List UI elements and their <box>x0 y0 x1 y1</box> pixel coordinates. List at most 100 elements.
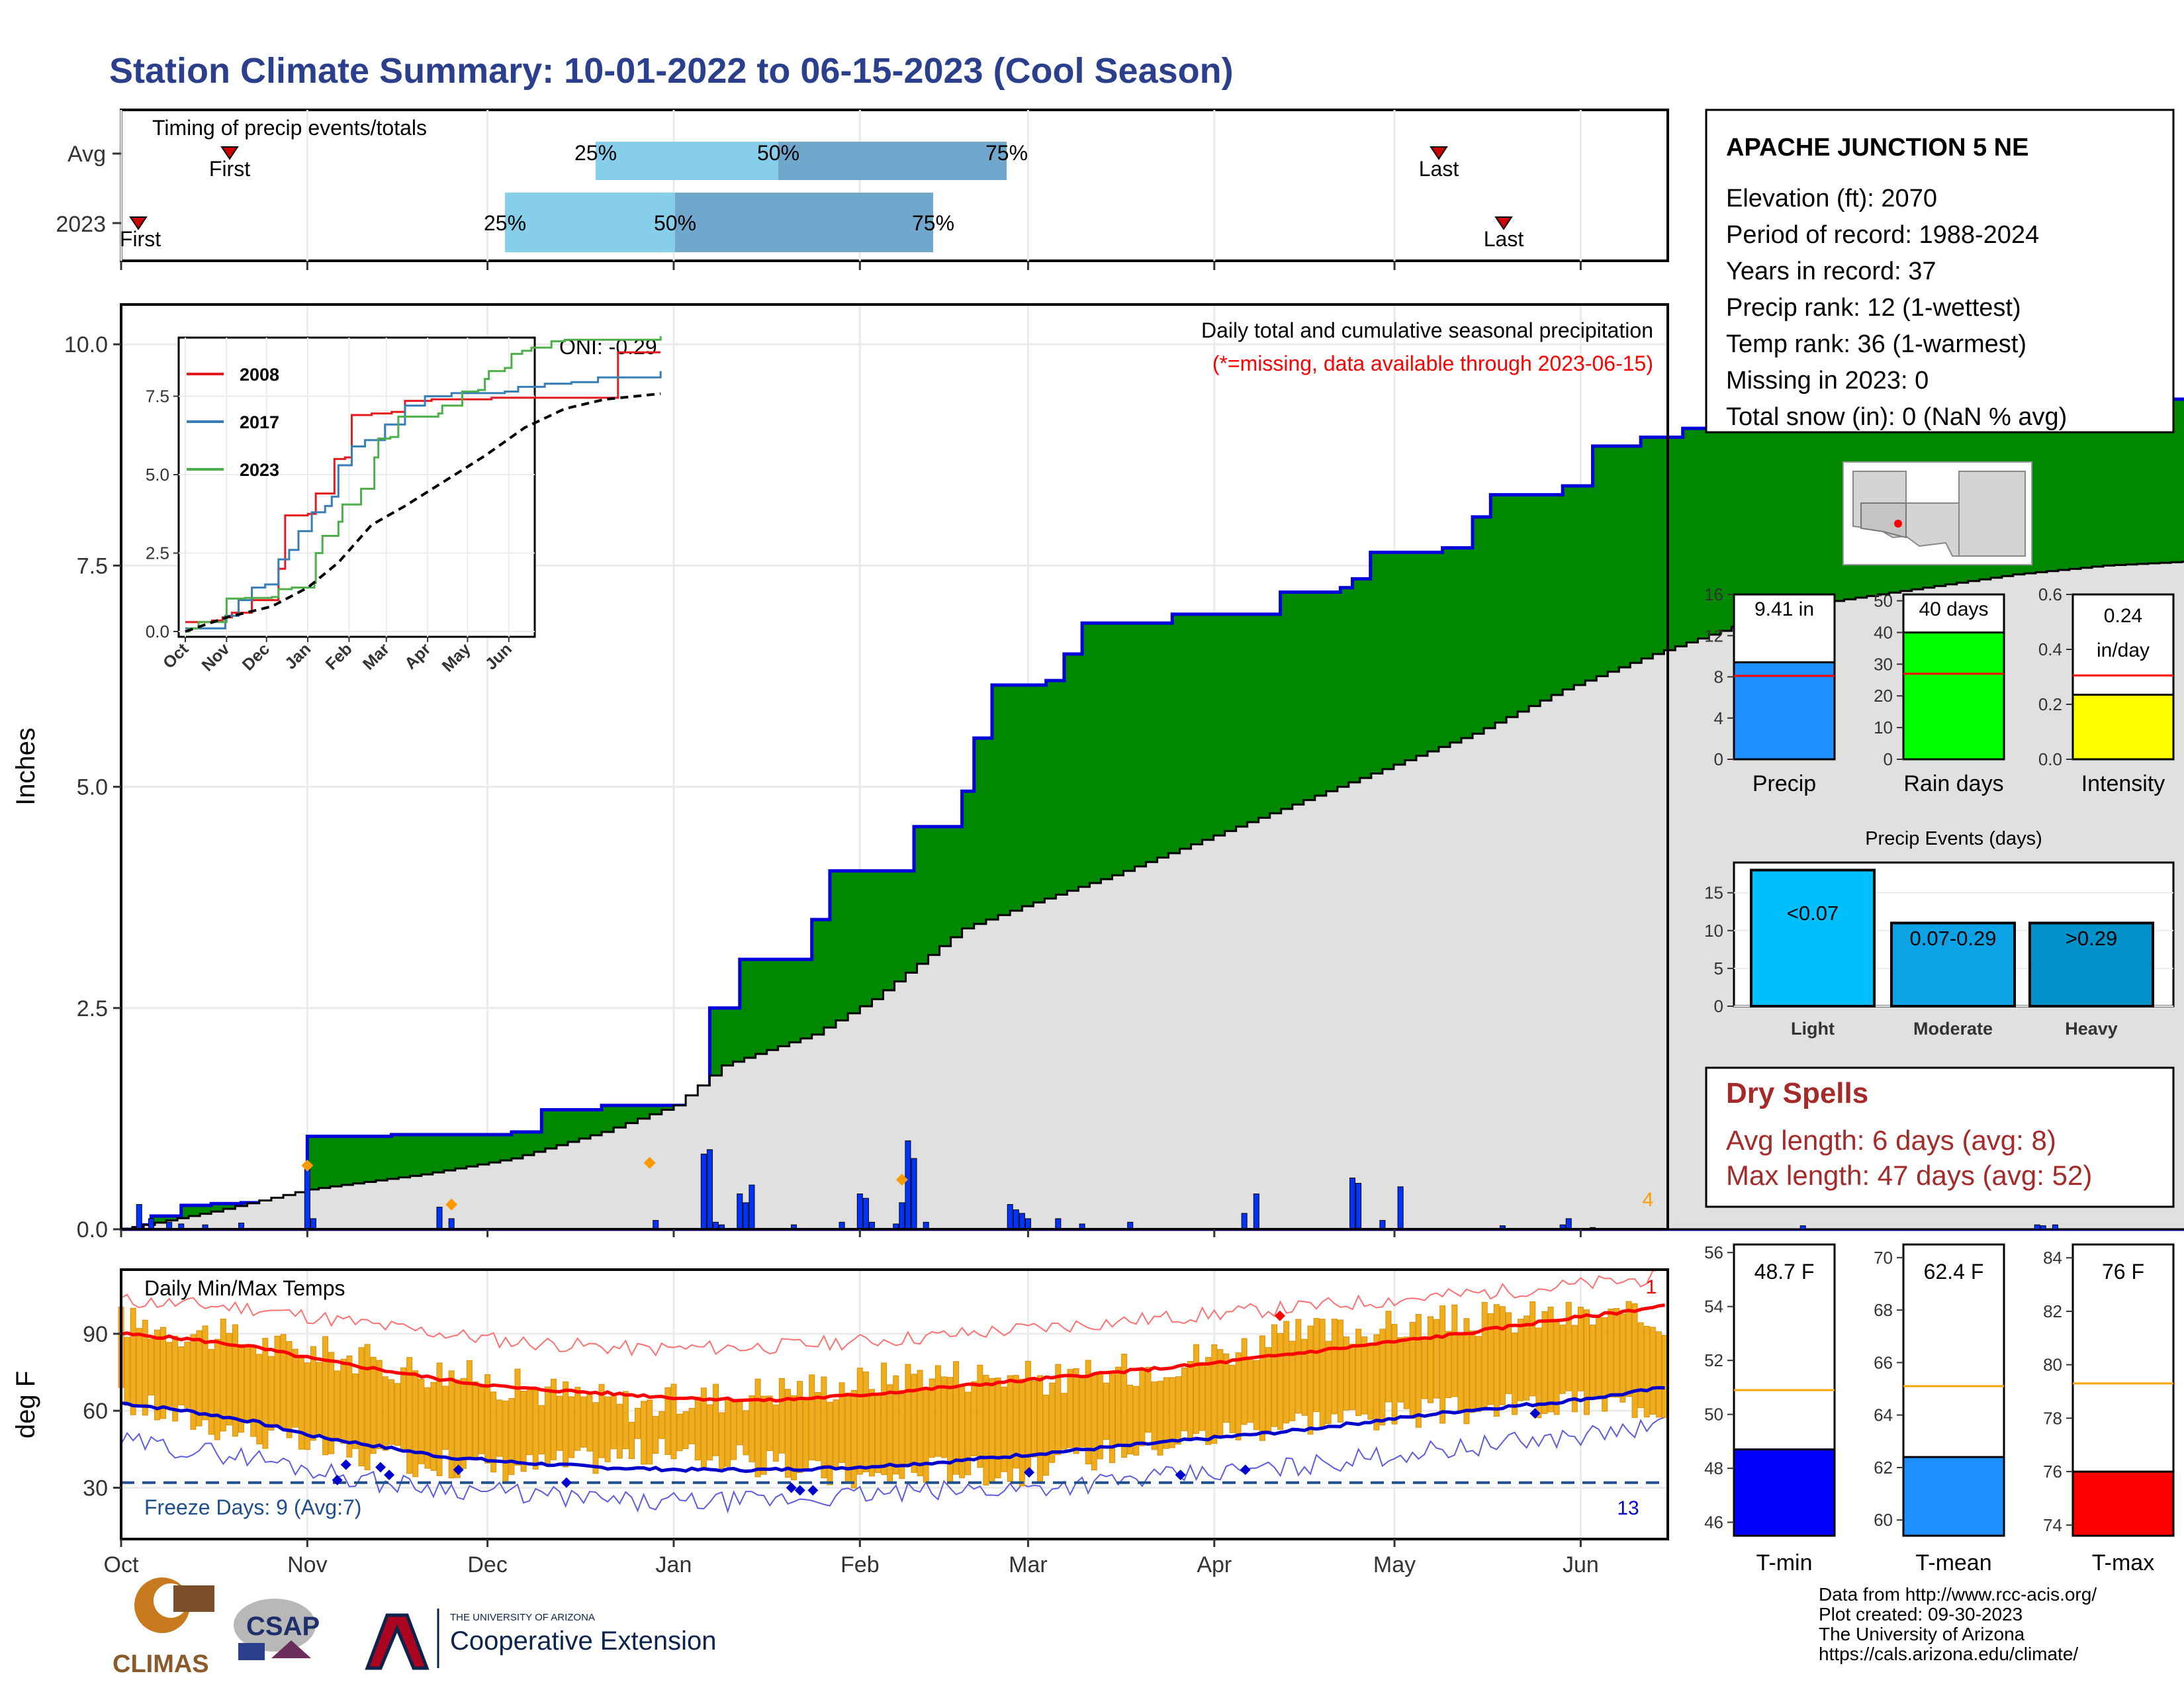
station-elevation: Elevation (ft): 2070 <box>1726 185 1937 212</box>
daily-precip-bar-32 <box>1055 1218 1062 1230</box>
rain-days-ytick-label-3: 30 <box>1874 654 1893 674</box>
temp-daily-bar-98 <box>706 1404 713 1461</box>
temp-daily-bar-36 <box>334 1370 341 1439</box>
temp-daily-bar-189 <box>1253 1360 1259 1430</box>
temp-daily-bar-74 <box>563 1381 569 1468</box>
freeze-day-marker-0 <box>332 1474 343 1485</box>
temp-daily-bar-83 <box>616 1403 623 1459</box>
rain-days-ytick-label-4: 40 <box>1874 622 1893 642</box>
daily-precip-bar-31 <box>1024 1218 1031 1230</box>
temp-daily-bar-149 <box>1013 1375 1019 1469</box>
location-map <box>1843 461 2032 565</box>
precip-total-chart: 0 4 8 12 16 Precip 9.41 in <box>1704 585 1836 796</box>
temp-daily-bar-212 <box>1391 1324 1398 1425</box>
footer-plot-created: Plot created: 09-30-2023 <box>1819 1604 2023 1624</box>
temp-daily-bar-211 <box>1385 1311 1392 1403</box>
temp-daily-bar-230 <box>1499 1306 1506 1405</box>
temp-daily-bar-94 <box>682 1411 689 1449</box>
temp-daily-bar-202 <box>1331 1319 1338 1415</box>
freeze-day-marker-6 <box>786 1482 797 1493</box>
rain-days-ytick-label-5: 50 <box>1874 591 1893 611</box>
temp-daily-bar-156 <box>1055 1364 1062 1455</box>
temp-daily-bar-148 <box>1007 1375 1013 1482</box>
legend-2017-label: 2017 <box>240 412 279 432</box>
events-cat-light: Light <box>1791 1019 1835 1039</box>
temp-daily-bar-162 <box>1091 1373 1097 1471</box>
daily-precip-bar-48 <box>2052 1224 2058 1230</box>
temp-daily-bar-102 <box>731 1399 737 1460</box>
inset-series-2023 <box>185 336 662 633</box>
temp-daily-bar-120 <box>839 1382 845 1463</box>
timing-label: Timing of precip events/totals <box>152 116 427 140</box>
temp-daily-bar-242 <box>1571 1325 1578 1413</box>
temp-daily-bar-188 <box>1247 1358 1253 1423</box>
temp-daily-bar-79 <box>592 1402 599 1474</box>
temp-panel-label: Daily Min/Max Temps <box>144 1276 345 1300</box>
precip-total-ytick-label-3: 12 <box>1704 626 1723 645</box>
temp-daily-bar-40 <box>358 1347 365 1467</box>
inset-series-2008 <box>185 351 661 624</box>
daily-precip-bar-16 <box>743 1202 749 1230</box>
temp-daily-bar-111 <box>784 1389 791 1478</box>
y2023-last-label: Last <box>1484 227 1524 251</box>
freeze-day-marker-8 <box>807 1485 819 1496</box>
temp-daily-bar-56 <box>454 1380 461 1478</box>
temp-daily-bar-198 <box>1307 1325 1314 1434</box>
temp-daily-bar-223 <box>1457 1332 1464 1411</box>
temp-daily-bar-253 <box>1637 1322 1644 1409</box>
freeze-day-marker-7 <box>794 1485 805 1496</box>
temp-daily-bar-250 <box>1619 1313 1626 1403</box>
temp-daily-bar-150 <box>1019 1378 1025 1487</box>
climas-block-icon <box>173 1585 214 1612</box>
station-info-frame <box>1705 109 2175 434</box>
temp-daily-bar-55 <box>448 1370 455 1479</box>
temp-daily-bar-42 <box>370 1356 377 1454</box>
xaxis-label-3: Jan <box>656 1552 692 1577</box>
events-moderate-label: 0.07-0.29 <box>1910 927 1997 950</box>
intensity-value: 0.24 <box>2104 605 2142 627</box>
avg-p50-label: 50% <box>757 141 799 165</box>
tmin-chart: 46 48 50 52 54 56 T-min 48.7 F <box>1704 1243 1836 1575</box>
csap-mountain-icon <box>271 1640 311 1658</box>
avg-last-label: Last <box>1419 157 1459 181</box>
temp-daily-bar-15 <box>208 1348 214 1435</box>
y2023-first-label: First <box>120 227 161 251</box>
temp-daily-bar-140 <box>959 1384 966 1478</box>
tmean-ytick-label-4: 68 <box>1874 1300 1893 1320</box>
temp-daily-bar-234 <box>1524 1315 1530 1401</box>
temp-daily-bar-171 <box>1145 1366 1152 1433</box>
dry-spells-title: Dry Spells <box>1726 1077 1868 1109</box>
temp-daily-bar-218 <box>1428 1316 1434 1403</box>
temp-daily-bar-77 <box>580 1396 587 1448</box>
temp-daily-bar-103 <box>737 1401 743 1446</box>
temp-daily-bar-45 <box>388 1379 394 1445</box>
temp-daily-bar-10 <box>178 1346 185 1405</box>
intensity-label: Intensity <box>2081 771 2165 796</box>
temp-daily-bar-235 <box>1529 1301 1536 1397</box>
temp-panel: 30 60 90 Daily Min/Max Temps Freeze Days: … <box>11 1268 1669 1540</box>
csap-logo: CSAP <box>234 1599 320 1660</box>
arizona-outline <box>1860 502 1907 539</box>
temp-daily-bar-41 <box>364 1344 371 1470</box>
temp-daily-bar-88 <box>647 1399 653 1465</box>
temp-daily-bar-54 <box>442 1385 449 1450</box>
temp-daily-bar-68 <box>526 1388 533 1456</box>
temp-daily-bar-86 <box>635 1407 641 1439</box>
xaxis-label-0: Oct <box>104 1552 139 1577</box>
daily-precip-bar-1 <box>148 1218 154 1230</box>
daily-precip-bar-29 <box>1013 1209 1019 1230</box>
temp-daily-bar-109 <box>772 1404 779 1462</box>
csap-logo-text: CSAP <box>246 1612 320 1641</box>
daily-precip-bar-46 <box>2034 1224 2040 1230</box>
temp-daily-bar-60 <box>478 1386 485 1454</box>
tmin-ytick-label-4: 54 <box>1704 1297 1723 1317</box>
temp-daily-bar-90 <box>659 1411 665 1439</box>
temp-daily-bar-160 <box>1079 1377 1085 1448</box>
temp-daily-bar-91 <box>664 1387 671 1455</box>
temp-daily-bar-231 <box>1505 1312 1512 1394</box>
footer: CLIMAS CSAP THE UNIVERSITY OF ARIZONA Co… <box>113 1577 2097 1678</box>
events-title: Precip Events (days) <box>1865 828 2042 849</box>
temp-daily-bar-132 <box>911 1374 917 1473</box>
temp-daily-bar-51 <box>424 1387 431 1469</box>
inset-series-avg <box>185 392 661 633</box>
